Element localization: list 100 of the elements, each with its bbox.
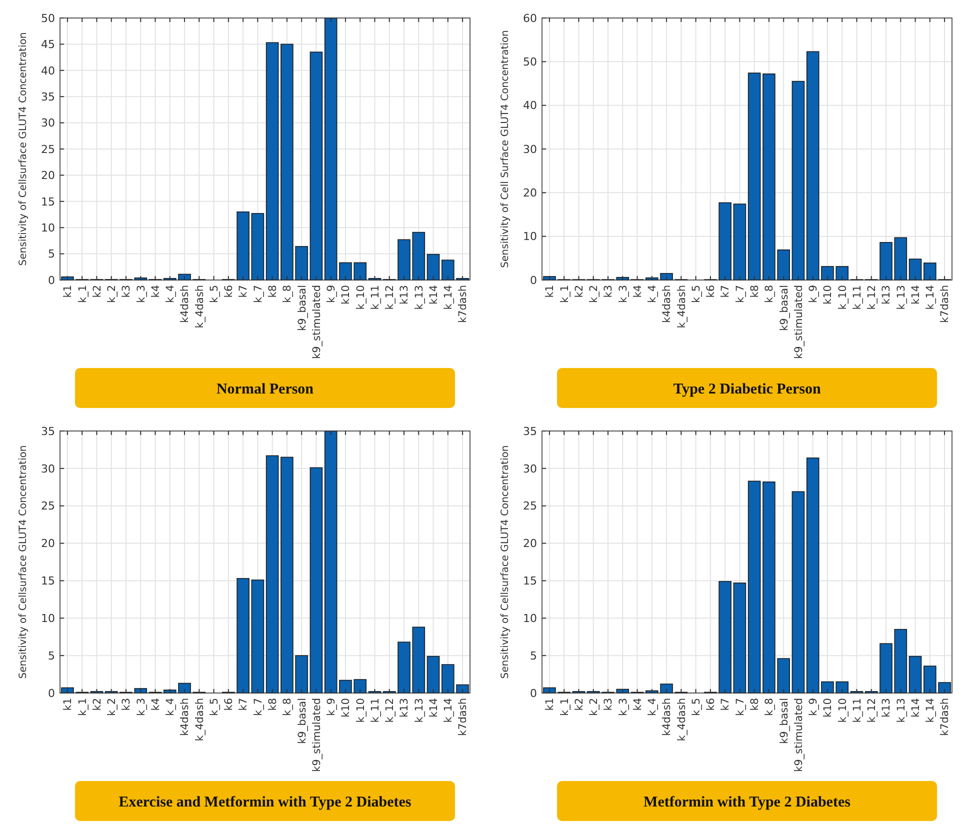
x-tick-label: k_5 (208, 285, 220, 304)
y-tick-label: 40 (523, 99, 537, 112)
x-tick-label: k9_stimulated (792, 285, 805, 359)
y-tick-label: 30 (41, 116, 55, 130)
x-tick-label: k14 (428, 698, 440, 718)
x-tick-label: k13 (398, 698, 411, 718)
x-tick-label: k8 (748, 285, 761, 298)
x-tick-label: k7 (720, 698, 732, 711)
x-tick-label: k13 (398, 285, 411, 304)
y-axis-title: Sensitivity of Cellsurface GLUT4 Concentration (18, 445, 29, 679)
x-tick-label: k_4dash (676, 698, 688, 742)
x-tick-label: k_7 (734, 285, 746, 304)
x-tick-label: k_12 (866, 285, 878, 310)
x-tick-label: k_11 (369, 285, 382, 310)
x-tick-label: k4dash (179, 698, 192, 736)
x-tick-label: k3 (602, 285, 615, 298)
x-tick-label: k_11 (369, 698, 382, 723)
y-tick-label: 10 (523, 230, 537, 244)
x-tick-label: k4 (150, 698, 162, 711)
y-tick-label: 45 (41, 38, 55, 52)
x-tick-label: k3 (120, 698, 133, 711)
x-tick-label: k13 (880, 698, 893, 718)
text: Type 2 Diabetic Person (673, 381, 822, 398)
x-tick-label: k7 (720, 285, 732, 298)
x-tick-label: k_5 (208, 698, 220, 716)
y-tick-label: 10 (41, 612, 55, 625)
x-tick-label: k_4 (646, 698, 659, 716)
y-tick-label: 35 (41, 424, 55, 438)
x-tick-label: k_4 (646, 284, 659, 304)
y-axis-title: Sensitivity of Cellsurface GLUT4 Concentration (18, 32, 29, 266)
text: Metformin with Type 2 Diabetes (644, 794, 851, 810)
x-tick-label: k14 (910, 284, 922, 304)
x-tick-label: k2 (573, 698, 586, 711)
x-tick-label: k_2 (106, 698, 118, 716)
y-tick-label: 50 (41, 12, 55, 25)
x-tick-label: k_7 (252, 698, 264, 716)
y-tick-label: 30 (523, 142, 537, 156)
y-tick-label: 50 (523, 56, 537, 69)
y-axis-title: Sensitivity of Cell Surface GLUT4 Concentration (500, 30, 511, 268)
x-tick-label: k2 (91, 698, 104, 711)
y-tick-label: 30 (523, 462, 537, 476)
x-tick-label: k4dash (661, 698, 674, 736)
y-tick-label: 5 (48, 248, 55, 261)
y-tick-label: 60 (523, 12, 537, 25)
x-tick-label: k_10 (354, 285, 367, 310)
y-tick-label: 0 (530, 274, 537, 287)
x-tick-label: k_9 (326, 698, 338, 716)
x-tick-label: k14 (910, 698, 922, 718)
y-tick-label: 30 (41, 462, 55, 476)
x-tick-label: k_9 (326, 285, 338, 304)
x-tick-label: k_3 (617, 285, 630, 304)
x-tick-label: k_10 (836, 698, 849, 723)
y-tick-label: 10 (41, 221, 55, 234)
x-tick-label: k_4dash (194, 698, 206, 742)
x-tick-label: k_13 (413, 285, 426, 310)
y-tick-label: 5 (48, 649, 55, 662)
x-tick-label: k9_basal (296, 698, 308, 744)
x-tick-label: k7dash (457, 285, 470, 323)
x-tick-label: k7 (238, 285, 250, 298)
x-tick-label: k_4dash (194, 285, 206, 328)
x-tick-label: k_14 (442, 284, 455, 310)
x-tick-label: k6 (705, 284, 718, 298)
y-tick-label: 5 (530, 649, 537, 662)
x-tick-label: k7dash (939, 698, 952, 736)
x-tick-label: k_5 (690, 285, 702, 304)
x-tick-label: k10 (822, 285, 834, 304)
x-tick-label: k4dash (179, 285, 192, 323)
x-tick-label: k_13 (895, 285, 908, 310)
y-tick-label: 0 (530, 686, 537, 700)
x-tick-label: k4 (632, 698, 644, 711)
text: Exercise and Metformin with Type 2 Diabetes (118, 794, 412, 810)
x-tick-label: k_10 (354, 698, 367, 723)
x-tick-label: k_12 (866, 698, 878, 723)
x-tick-label: k_4 (164, 698, 177, 716)
x-tick-label: k_10 (836, 285, 849, 310)
x-tick-label: k3 (602, 698, 615, 711)
x-tick-label: k1 (62, 698, 74, 711)
x-tick-label: k_11 (851, 698, 864, 723)
x-tick-label: k_2 (588, 698, 600, 716)
x-tick-label: k_8 (282, 698, 294, 716)
x-tick-label: k8 (266, 698, 279, 711)
x-tick-label: k9_stimulated (310, 698, 323, 772)
x-tick-label: k10 (340, 698, 352, 718)
x-tick-label: k4 (150, 284, 162, 298)
x-tick-label: k9_basal (296, 285, 308, 331)
y-tick-label: 20 (523, 537, 537, 550)
x-tick-label: k6 (223, 698, 236, 711)
x-tick-label: k2 (573, 285, 586, 298)
y-tick-label: 25 (41, 500, 55, 513)
y-tick-label: 20 (41, 169, 55, 182)
x-tick-label: k8 (748, 698, 761, 711)
x-tick-label: k_1 (76, 285, 89, 304)
x-tick-label: k14 (428, 284, 440, 304)
x-tick-label: k_13 (413, 698, 426, 723)
x-tick-label: k_8 (282, 285, 294, 304)
x-tick-label: k8 (266, 285, 279, 298)
x-tick-label: k_14 (924, 698, 937, 723)
y-tick-label: 25 (523, 500, 537, 513)
x-tick-label: k_3 (135, 698, 148, 716)
x-tick-label: k_7 (252, 285, 264, 304)
